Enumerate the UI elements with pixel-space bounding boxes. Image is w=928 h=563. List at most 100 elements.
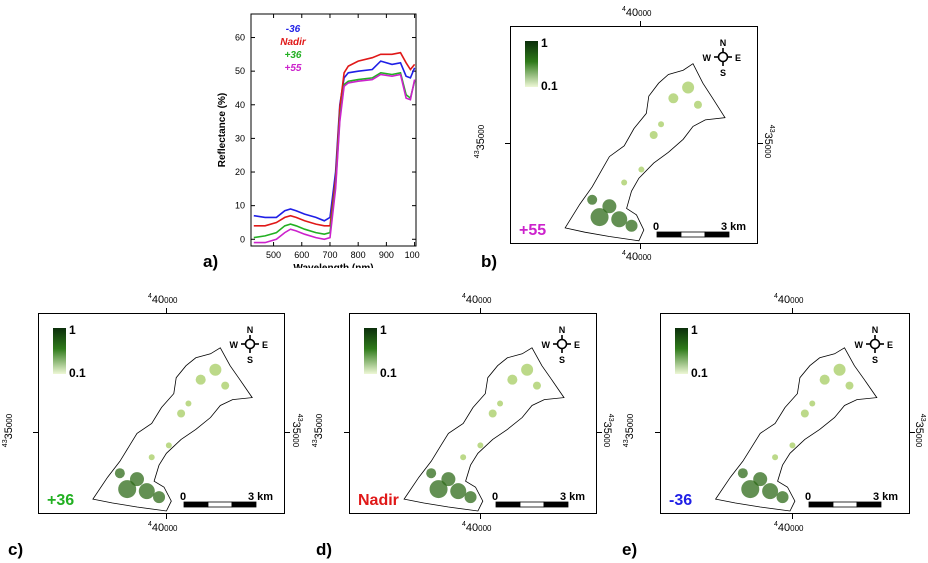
- vegetation-patch: [590, 208, 609, 227]
- coordinate-tick: [792, 514, 793, 519]
- northing-label-left: 4335000: [312, 413, 326, 448]
- coordinate-tick: [505, 143, 510, 144]
- vegetation-patch: [658, 121, 665, 128]
- colorbar: [525, 41, 538, 87]
- vegetation-patch: [602, 199, 617, 214]
- y-tick-label: 10: [235, 201, 245, 211]
- study-area-outline: [92, 347, 253, 512]
- compass-w-label: W: [542, 340, 551, 350]
- view-angle-label: -36: [669, 492, 692, 509]
- vegetation-patch: [753, 472, 768, 487]
- colorbar: [364, 328, 377, 374]
- easting-label-top: 440000: [622, 6, 652, 19]
- compass-n-label: N: [247, 325, 254, 335]
- study-area-outline: [714, 347, 878, 512]
- panel-label-b: b): [481, 252, 498, 271]
- vegetation-patch: [789, 442, 796, 449]
- vegetation-patch: [776, 491, 789, 504]
- scale-zero-label: 0: [805, 491, 811, 503]
- vegetation-patch: [153, 491, 166, 504]
- vegetation-patch: [488, 409, 497, 418]
- easting-label-top: 440000: [774, 293, 804, 306]
- colorbar: [53, 328, 66, 374]
- vegetation-patch: [148, 454, 155, 461]
- y-tick-label: 0: [240, 234, 245, 244]
- scale-end-label: 3 km: [560, 491, 585, 503]
- compass-n-label: N: [872, 325, 879, 335]
- vegetation-patch: [429, 480, 448, 499]
- legend-entry-m36: -36: [286, 24, 301, 35]
- vegetation-patch: [833, 363, 846, 376]
- colorbar-max-label: 1: [69, 323, 76, 337]
- scale-bar: 0 3 km: [180, 491, 273, 508]
- easting-label-bottom: 440000: [148, 521, 178, 534]
- x-tick-label: 500: [266, 250, 281, 260]
- colorbar: [675, 328, 688, 374]
- x-tick-label: 700: [322, 250, 337, 260]
- coordinate-tick: [640, 244, 641, 249]
- coordinate-tick: [792, 308, 793, 313]
- vegetation-patch: [130, 472, 144, 487]
- view-angle-label: +55: [519, 222, 546, 239]
- scale-end-label: 3 km: [873, 491, 898, 503]
- coordinate-tick: [344, 432, 349, 433]
- colorbar-min-label: 0.1: [541, 79, 558, 93]
- northing-label-right: 4335000: [913, 413, 927, 448]
- compass-e-label: E: [262, 340, 268, 350]
- compass-icon: N SW E: [703, 38, 742, 78]
- vegetation-patch: [682, 81, 695, 94]
- colorbar-max-label: 1: [691, 323, 698, 337]
- map-frame: 1 0.1 N S W E 0 3 km -36: [660, 313, 910, 514]
- panel-label-a: a): [203, 252, 219, 271]
- vegetation-patch: [611, 211, 628, 228]
- vegetation-patch: [521, 363, 534, 376]
- compass-icon: N SW E: [230, 325, 269, 365]
- y-tick-label: 40: [235, 100, 245, 110]
- colorbar-min-label: 0.1: [691, 366, 708, 380]
- vegetation-patch: [693, 100, 702, 109]
- vegetation-patch: [772, 454, 779, 461]
- vegetation-patch: [221, 381, 230, 390]
- scale-bar: 0 3 km: [653, 221, 746, 238]
- y-tick-label: 50: [235, 66, 245, 76]
- easting-label-bottom: 440000: [774, 521, 804, 534]
- vegetation-patch: [800, 409, 809, 418]
- vegetation-patch: [532, 381, 541, 390]
- compass-e-label: E: [574, 340, 580, 350]
- map-canvas: 1 0.1 N SW E 0 3 km +36: [47, 323, 273, 512]
- x-tick-label: 800: [351, 250, 366, 260]
- vegetation-patch: [441, 472, 456, 487]
- compass-e-label: E: [735, 53, 741, 63]
- easting-label-bottom: 440000: [462, 521, 492, 534]
- compass-s-label: S: [559, 355, 565, 365]
- coordinate-tick: [910, 432, 915, 433]
- study-area-outline: [564, 63, 726, 242]
- vegetation-patch: [114, 468, 125, 479]
- study-area-outline: [403, 347, 565, 512]
- legend-entry-p55: +55: [285, 63, 302, 74]
- map-canvas: 1 0.1 N SW E 0 3 km Nadir: [358, 323, 585, 512]
- coordinate-tick: [166, 308, 167, 313]
- colorbar-min-label: 0.1: [69, 366, 86, 380]
- coordinate-tick: [166, 514, 167, 519]
- panel-label-d: d): [316, 540, 333, 559]
- northing-label-left: 4335000: [623, 413, 637, 448]
- colorbar-min-label: 0.1: [380, 366, 397, 380]
- map-canvas: 1 0.1 N SW E 0 3 km -36: [669, 323, 898, 512]
- scale-bar: 0 3 km: [805, 491, 898, 508]
- map-frame: 1 0.1 N S W E 0 3 km +36: [38, 313, 285, 514]
- compass-e-label: E: [887, 340, 893, 350]
- compass-n-label: N: [559, 325, 566, 335]
- compass-n-label: N: [720, 38, 727, 48]
- legend-entry-p36: +36: [285, 50, 302, 61]
- y-tick-label: 60: [235, 33, 245, 43]
- view-angle-label: +36: [47, 492, 74, 509]
- map-frame: 1 0.1 N S W E 0 3 km Nadir: [349, 313, 597, 514]
- vegetation-patch: [737, 468, 748, 479]
- colorbar-max-label: 1: [380, 323, 387, 337]
- vegetation-patch: [638, 166, 645, 173]
- y-tick-label: 20: [235, 167, 245, 177]
- vegetation-patch: [426, 468, 437, 479]
